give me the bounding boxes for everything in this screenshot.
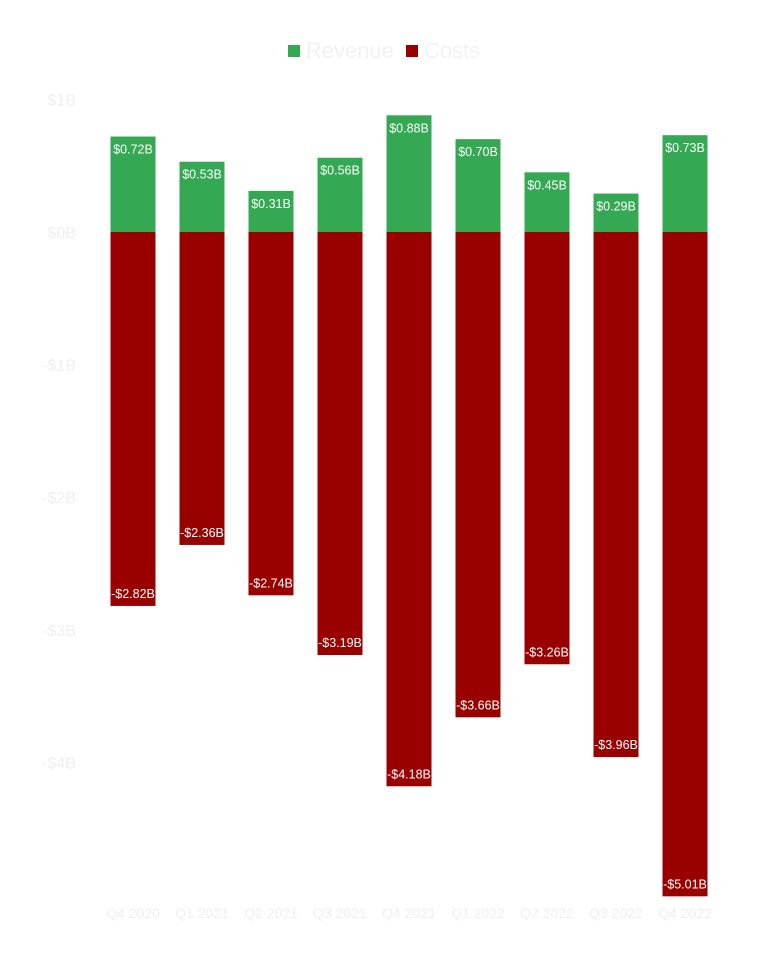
legend-label-costs: Costs bbox=[423, 38, 481, 63]
x-tick-label: Q4 2020 bbox=[106, 905, 160, 921]
y-axis: $1B $0B -$1B -$2B -$3B -$4B bbox=[42, 92, 76, 772]
costs-data-label: -$5.01B bbox=[663, 877, 707, 891]
costs-data-label: -$3.19B bbox=[318, 636, 362, 650]
costs-data-label: -$2.82B bbox=[111, 587, 155, 601]
costs-data-label: -$2.74B bbox=[249, 576, 293, 590]
revenue-data-label: $0.45B bbox=[527, 178, 567, 192]
x-tick-label: Q2 2021 bbox=[244, 905, 298, 921]
legend-swatch-revenue bbox=[287, 45, 300, 57]
revenue-data-label: $0.72B bbox=[113, 143, 153, 157]
legend-item-costs[interactable]: Costs bbox=[405, 38, 481, 64]
revenue-data-label: $0.73B bbox=[665, 141, 705, 155]
revenue-bar[interactable] bbox=[386, 115, 432, 232]
legend-label-revenue: Revenue bbox=[305, 38, 394, 63]
costs-data-label: -$3.96B bbox=[594, 738, 638, 752]
revenue-bar[interactable] bbox=[662, 135, 708, 232]
costs-data-label: -$4.18B bbox=[387, 767, 431, 781]
y-tick-label: $1B bbox=[48, 92, 76, 109]
costs-data-label: -$3.26B bbox=[525, 645, 569, 659]
y-tick-label: -$3B bbox=[42, 623, 76, 640]
x-tick-label: Q1 2021 bbox=[175, 905, 229, 921]
revenue-bar[interactable] bbox=[524, 172, 570, 232]
costs-bar[interactable] bbox=[524, 232, 570, 665]
x-axis: Q4 2020 Q1 2021 Q2 2021 Q3 2021 Q4 2021 Q1 20… bbox=[106, 905, 712, 921]
y-tick-label: -$2B bbox=[42, 490, 76, 507]
costs-bar[interactable] bbox=[386, 232, 432, 787]
revenue-bar[interactable] bbox=[593, 193, 639, 232]
bars: $0.72B -$2.82B $0.53B -$2.36B $0.31B -$2.74B $… bbox=[110, 115, 708, 897]
y-tick-label: -$4B bbox=[42, 755, 76, 772]
costs-bar[interactable] bbox=[455, 232, 501, 718]
y-tick-label: $0B bbox=[48, 225, 76, 242]
revenue-data-label: $0.29B bbox=[596, 200, 636, 214]
x-tick-label: Q4 2022 bbox=[658, 905, 712, 921]
x-tick-label: Q3 2022 bbox=[589, 905, 643, 921]
x-tick-label: Q4 2021 bbox=[382, 905, 436, 921]
x-tick-label: Q1 2022 bbox=[451, 905, 505, 921]
costs-bar[interactable] bbox=[179, 232, 225, 545]
revenue-bar[interactable] bbox=[248, 190, 294, 232]
legend-item-revenue[interactable]: Revenue bbox=[287, 38, 394, 64]
costs-data-label: -$2.36B bbox=[180, 526, 224, 540]
legend-swatch-costs bbox=[405, 45, 418, 57]
revenue-data-label: $0.53B bbox=[182, 168, 222, 182]
revenue-data-label: $0.31B bbox=[251, 197, 291, 211]
revenue-data-label: $0.88B bbox=[389, 121, 429, 135]
costs-bar[interactable] bbox=[248, 232, 294, 596]
y-tick-label: -$1B bbox=[42, 358, 76, 375]
revenue-data-label: $0.70B bbox=[458, 145, 498, 159]
revenue-bar[interactable] bbox=[317, 157, 363, 232]
x-tick-label: Q3 2021 bbox=[313, 905, 367, 921]
revenue-bar[interactable] bbox=[455, 139, 501, 232]
costs-bar[interactable] bbox=[110, 232, 156, 606]
revenue-bar[interactable] bbox=[110, 136, 156, 232]
costs-bar[interactable] bbox=[317, 232, 363, 655]
x-tick-label: Q2 2022 bbox=[520, 905, 574, 921]
revenue-bar[interactable] bbox=[179, 161, 225, 232]
revenue-data-label: $0.56B bbox=[320, 164, 360, 178]
costs-bar[interactable] bbox=[662, 232, 708, 897]
costs-data-label: -$3.66B bbox=[456, 698, 500, 712]
legend: Revenue Costs bbox=[0, 38, 768, 64]
costs-bar[interactable] bbox=[593, 232, 639, 758]
